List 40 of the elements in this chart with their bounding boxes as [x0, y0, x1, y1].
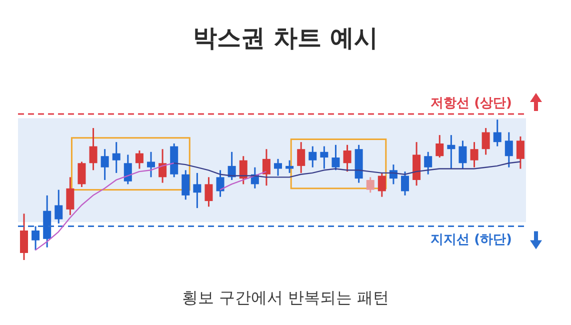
candlestick — [366, 176, 374, 194]
candlestick — [482, 127, 490, 156]
ref-line-label: 저항선 (상단) — [430, 96, 512, 111]
candlestick — [54, 189, 63, 224]
candlestick — [262, 148, 270, 186]
candlestick — [78, 160, 86, 188]
candlestick — [424, 151, 432, 176]
text: 횡보 구간에서 반복되는 패턴 — [180, 288, 390, 309]
candlestick — [193, 172, 202, 209]
legend-label: 지지선 (하단) — [430, 232, 512, 248]
candlestick — [124, 154, 132, 185]
candlestick — [332, 144, 340, 171]
candlestick — [239, 155, 248, 185]
candlestick — [436, 134, 444, 158]
candlestick — [378, 172, 386, 198]
candlestick — [274, 158, 282, 177]
candlestick — [135, 150, 144, 170]
candlestick — [343, 144, 352, 172]
candlestick — [493, 118, 502, 148]
candlestick — [66, 176, 74, 216]
candlestick — [100, 148, 109, 181]
candlestick — [447, 134, 456, 170]
candlestick — [20, 212, 28, 260]
candlestick — [504, 132, 513, 168]
candlestick — [182, 169, 190, 200]
candlestick — [112, 141, 120, 174]
candlestick — [516, 136, 524, 170]
candlestick — [216, 169, 224, 198]
candlestick — [89, 127, 98, 171]
candlestick — [297, 141, 306, 174]
candlestick — [204, 176, 213, 208]
candlestick — [286, 160, 294, 174]
candlestick — [158, 148, 167, 184]
candlestick — [401, 170, 409, 196]
candlestick — [147, 151, 155, 178]
candlestick — [470, 141, 478, 168]
chart-title: 박스권 차트 예시 — [192, 23, 379, 54]
candlestick — [308, 146, 317, 168]
candlestick — [458, 140, 467, 170]
candlestick — [320, 146, 328, 170]
